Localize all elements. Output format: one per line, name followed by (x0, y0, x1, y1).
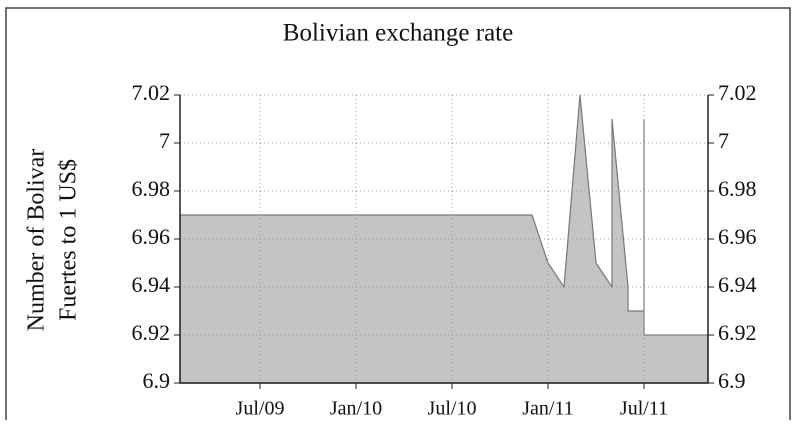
y2-tick-label: 6.92 (718, 320, 757, 345)
y-tick-label: 6.94 (132, 272, 171, 297)
y2-tick-label: 6.96 (718, 224, 757, 249)
y-axis-label: Number of Bolivar (24, 149, 50, 332)
x-tick-label: Jul/10 (428, 398, 477, 420)
y-tick-label: 7 (159, 128, 170, 153)
y2-tick-label: 7 (718, 128, 729, 153)
axes (179, 95, 709, 384)
y2-tick-label: 6.98 (718, 176, 757, 201)
x-tick-label: Jan/11 (522, 398, 573, 420)
x-tick-label: Jan/10 (330, 398, 382, 420)
y-tick-label: 6.92 (132, 320, 171, 345)
y-axis-label: Fuertes to 1 US$ (56, 159, 82, 321)
y-tick-label: 6.96 (132, 224, 171, 249)
y-tick-label: 6.9 (143, 368, 171, 393)
y2-tick-label: 7.02 (718, 80, 757, 105)
x-tick-label: Jul/11 (620, 398, 668, 420)
y-tick-label: 7.02 (132, 80, 171, 105)
chart-title: Bolivian exchange rate (283, 20, 513, 47)
y2-tick-label: 6.9 (718, 368, 746, 393)
y2-tick-label: 6.94 (718, 272, 757, 297)
frame (5, 7, 791, 420)
y-tick-label: 6.98 (132, 176, 171, 201)
x-tick-label: Jul/09 (236, 398, 285, 420)
